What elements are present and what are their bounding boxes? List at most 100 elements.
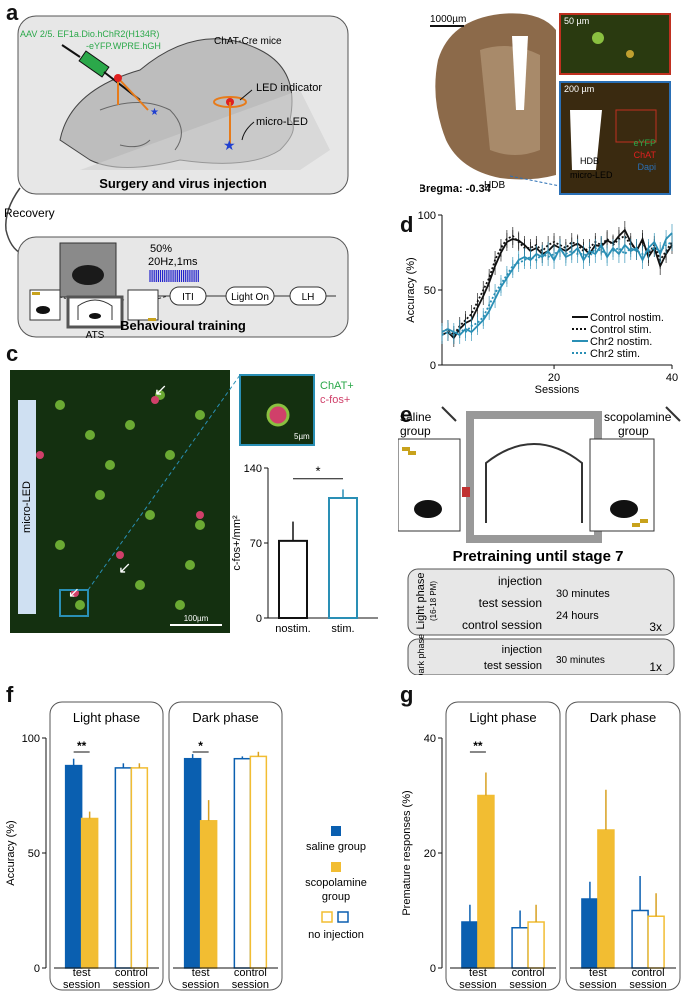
dark-phase-label: Dark phase <box>416 634 426 675</box>
chat-neuron <box>105 460 115 470</box>
panel-label-e: e <box>400 402 413 427</box>
legend-entry: Control nostim. <box>590 312 664 324</box>
bar <box>278 539 308 619</box>
legend-noinj-swatch-2 <box>337 911 349 923</box>
panel-label-c: c <box>6 341 19 366</box>
cfos-cell <box>36 451 44 459</box>
chat-neuron <box>145 510 155 520</box>
bar-scopolamine <box>130 767 149 969</box>
significance-star: * <box>198 739 203 753</box>
category-label: control <box>632 967 665 979</box>
category-label: session <box>509 979 546 991</box>
iti-box <box>169 286 207 306</box>
significance-star: * <box>315 464 320 479</box>
scale-main-c: 100µm <box>184 614 209 623</box>
light-30min: 30 minutes <box>556 588 610 600</box>
panel-a: ★ AAV 2/5. EF1a.Dio.hChR2(H134R) -eYFP.W… <box>4 15 349 341</box>
cfos-cell <box>196 511 204 519</box>
cfos-cell <box>116 551 124 559</box>
category-label: control <box>512 967 545 979</box>
iti-label: ITI <box>182 292 194 303</box>
cfos-cell <box>151 396 159 404</box>
y-tick-label: 0 <box>34 963 40 975</box>
bar-scopolamine <box>597 829 615 969</box>
category-label: test <box>73 967 91 979</box>
bar-saline <box>511 927 529 969</box>
series-line <box>441 232 673 337</box>
bar-scopolamine <box>527 921 545 969</box>
surgery-title: Surgery and virus injection <box>99 176 267 191</box>
light-phase-box <box>407 568 675 636</box>
light-repeat: 3x <box>649 620 662 634</box>
bar-saline <box>183 757 202 969</box>
phase-title: Light phase <box>469 710 536 725</box>
legend-noinj-swatch-1 <box>321 911 333 923</box>
micro-led-label-c: micro-LED <box>21 481 33 533</box>
panel-c: micro-LED 5µm ChAT+ c-fos+ 100µm ↙ ↙ ↙ <box>10 370 354 633</box>
saline-group-label-1: saline <box>400 410 432 424</box>
scale-inset2: 200 µm <box>564 84 594 94</box>
phase-title: Light phase <box>73 710 140 725</box>
legend-chat-plus: ChAT+ <box>320 380 354 392</box>
legend-dapi: Dapi <box>637 162 656 172</box>
legend-saline-label: saline group <box>306 841 366 853</box>
bar-scopolamine <box>477 794 495 969</box>
y-tick-label: 50 <box>424 285 436 297</box>
micro-led-label-inset: micro-LED <box>570 170 613 180</box>
bar-scopolamine <box>199 820 218 969</box>
stim-percent-label: 50% <box>150 243 172 255</box>
legend-cfos-plus: c-fos+ <box>320 394 350 406</box>
category-label: test <box>192 967 210 979</box>
dark-phase-box <box>407 638 675 675</box>
dark-repeat: 1x <box>649 660 662 674</box>
panel-label-a: a <box>6 0 19 25</box>
mouse-line-label: ChAT-Cre mice <box>214 36 282 47</box>
panel-g-bar-chart: 0 20 40 Premature responses (%) Light phase t… <box>401 701 681 991</box>
light-control-session: control session <box>462 618 542 632</box>
y-tick-label: 0 <box>430 963 436 975</box>
chat-neuron <box>195 410 205 420</box>
phase-title: Dark phase <box>590 710 656 725</box>
legend-fg: saline group scopolamine group no inject… <box>305 826 367 941</box>
legend-chat: ChAT <box>634 150 657 160</box>
panel-label-g: g <box>400 682 414 707</box>
lh-label: LH <box>302 292 315 303</box>
hdb-label-inset: HDB <box>580 156 599 166</box>
bar-saline <box>233 757 252 969</box>
legend-eyfp: eYFP <box>633 138 656 148</box>
stim-pulses <box>149 270 199 282</box>
ats-chamber-diagram <box>29 289 159 329</box>
virus-name-line2: -eYFP.WPRE.hGH <box>86 41 161 51</box>
category-label: session <box>63 979 100 991</box>
chat-neuron <box>185 560 195 570</box>
arrow-icon: ↙ <box>118 560 131 577</box>
light-injection: injection <box>498 574 542 588</box>
x-tick-label: 20 <box>548 372 560 384</box>
panel-label-f: f <box>6 682 14 707</box>
significance-star: ** <box>77 739 87 753</box>
saline-group-label-2: group <box>400 424 431 438</box>
x-tick-label: 40 <box>666 372 678 384</box>
chat-neuron <box>55 400 65 410</box>
legend-entry: Chr2 nostim. <box>590 336 652 348</box>
y-tick-label: 0 <box>430 360 436 372</box>
legend-scop-swatch <box>331 862 341 872</box>
chat-neuron <box>95 490 105 500</box>
category-label: session <box>182 979 219 991</box>
panel-c-bar-chart: 0 70 140 c-fos+/mm² nostim. stim. * <box>231 463 378 635</box>
legend-saline-swatch <box>331 826 341 836</box>
bar-saline <box>114 767 133 969</box>
virus-name-line1: AAV 2/5. EF1a.Dio.hChR2(H134R) <box>20 29 159 39</box>
significance-star: ** <box>473 739 483 753</box>
y-tick-label: 0 <box>256 613 262 625</box>
bar-scopolamine <box>249 755 268 969</box>
micro-led-bar <box>18 400 36 614</box>
arrow-icon: ↙ <box>68 584 80 600</box>
bar-saline <box>581 898 599 969</box>
brain-slice-plane <box>80 90 330 170</box>
category-label: session <box>459 979 496 991</box>
dark-30min: 30 minutes <box>556 655 605 666</box>
category-label: stim. <box>331 623 354 635</box>
y-tick-label: 100 <box>22 733 40 745</box>
y-tick-label: 40 <box>424 733 436 745</box>
